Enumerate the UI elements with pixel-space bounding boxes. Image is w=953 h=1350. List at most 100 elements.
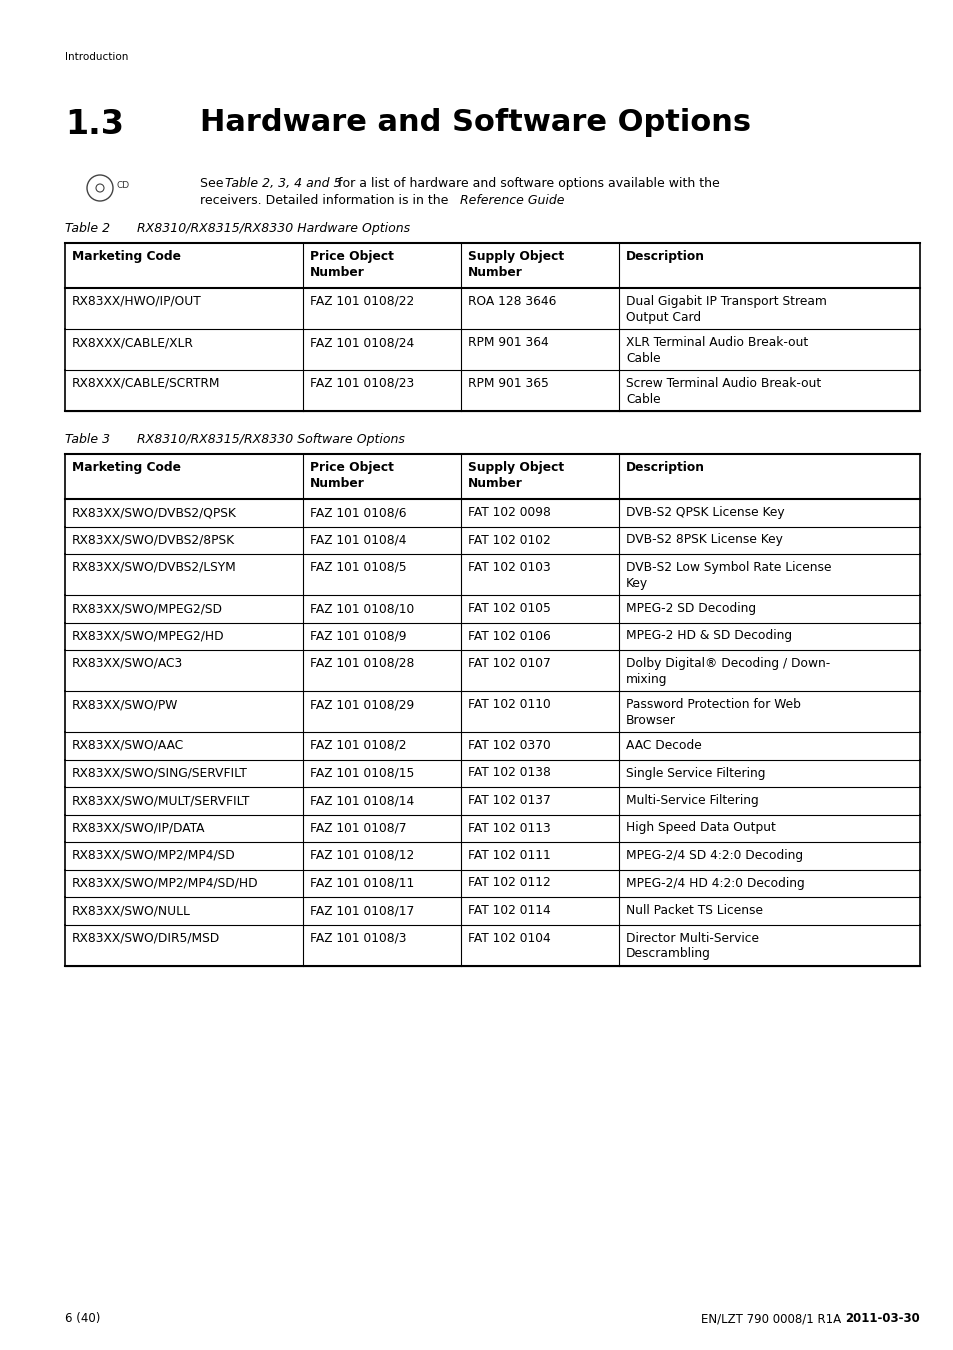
Text: FAZ 101 0108/22: FAZ 101 0108/22 <box>310 296 414 308</box>
Text: FAZ 101 0108/28: FAZ 101 0108/28 <box>310 657 414 670</box>
Text: RX83XX/SWO/DVBS2/LSYM: RX83XX/SWO/DVBS2/LSYM <box>71 562 236 574</box>
Text: FAZ 101 0108/17: FAZ 101 0108/17 <box>310 904 414 917</box>
Text: 6 (40): 6 (40) <box>65 1312 100 1324</box>
Bar <box>65 896 919 925</box>
Text: MPEG-2 SD Decoding: MPEG-2 SD Decoding <box>625 602 756 616</box>
Text: Null Packet TS License: Null Packet TS License <box>625 904 762 917</box>
Text: See: See <box>200 177 227 190</box>
Bar <box>65 760 919 787</box>
Text: Introduction: Introduction <box>65 53 129 62</box>
Bar <box>65 243 919 288</box>
Text: Table 2: Table 2 <box>65 221 110 235</box>
Text: RX83XX/SWO/MP2/MP4/SD: RX83XX/SWO/MP2/MP4/SD <box>71 849 235 863</box>
Text: Table 2, 3, 4 and 5: Table 2, 3, 4 and 5 <box>225 177 341 190</box>
Bar <box>65 554 919 595</box>
Text: RX83XX/SWO/MPEG2/SD: RX83XX/SWO/MPEG2/SD <box>71 602 223 616</box>
Text: RX83XX/SWO/DVBS2/QPSK: RX83XX/SWO/DVBS2/QPSK <box>71 506 236 518</box>
Text: FAZ 101 0108/4: FAZ 101 0108/4 <box>310 533 406 547</box>
Text: Price Object
Number: Price Object Number <box>310 460 394 490</box>
Bar <box>65 526 919 554</box>
Text: FAT 102 0105: FAT 102 0105 <box>467 602 550 616</box>
Text: MPEG-2/4 HD 4:2:0 Decoding: MPEG-2/4 HD 4:2:0 Decoding <box>625 876 804 890</box>
Text: RPM 901 365: RPM 901 365 <box>467 377 548 390</box>
Text: RX83XX/HWO/IP/OUT: RX83XX/HWO/IP/OUT <box>71 296 201 308</box>
Text: FAZ 101 0108/15: FAZ 101 0108/15 <box>310 767 414 779</box>
Text: Marketing Code: Marketing Code <box>71 250 181 263</box>
Text: RX8XXX/CABLE/SCRTRM: RX8XXX/CABLE/SCRTRM <box>71 377 220 390</box>
Text: FAZ 101 0108/29: FAZ 101 0108/29 <box>310 698 414 711</box>
Text: FAT 102 0098: FAT 102 0098 <box>467 506 550 518</box>
Text: for a list of hardware and software options available with the: for a list of hardware and software opti… <box>334 177 719 190</box>
Bar <box>65 454 919 500</box>
Text: ROA 128 3646: ROA 128 3646 <box>467 296 556 308</box>
Text: FAT 102 0107: FAT 102 0107 <box>467 657 550 670</box>
Text: FAZ 101 0108/14: FAZ 101 0108/14 <box>310 794 414 807</box>
Text: RX83XX/SWO/DVBS2/8PSK: RX83XX/SWO/DVBS2/8PSK <box>71 533 234 547</box>
Bar <box>65 925 919 965</box>
Text: Dolby Digital® Decoding / Down-
mixing: Dolby Digital® Decoding / Down- mixing <box>625 657 829 686</box>
Text: DVB-S2 QPSK License Key: DVB-S2 QPSK License Key <box>625 506 783 518</box>
Text: XLR Terminal Audio Break-out
Cable: XLR Terminal Audio Break-out Cable <box>625 336 807 364</box>
Text: FAT 102 0106: FAT 102 0106 <box>467 629 550 643</box>
Text: FAT 102 0110: FAT 102 0110 <box>467 698 550 711</box>
Text: FAZ 101 0108/6: FAZ 101 0108/6 <box>310 506 406 518</box>
Text: Hardware and Software Options: Hardware and Software Options <box>200 108 750 136</box>
Bar <box>65 649 919 691</box>
Text: RX83XX/SWO/SING/SERVFILT: RX83XX/SWO/SING/SERVFILT <box>71 767 248 779</box>
Bar <box>65 814 919 842</box>
Text: Marketing Code: Marketing Code <box>71 460 181 474</box>
Text: FAZ 101 0108/2: FAZ 101 0108/2 <box>310 738 406 752</box>
Bar <box>65 732 919 760</box>
Text: FAT 102 0102: FAT 102 0102 <box>467 533 550 547</box>
Text: RX8310/RX8315/RX8330 Software Options: RX8310/RX8315/RX8330 Software Options <box>137 433 404 446</box>
Text: RX8310/RX8315/RX8330 Hardware Options: RX8310/RX8315/RX8330 Hardware Options <box>137 221 410 235</box>
Text: FAT 102 0104: FAT 102 0104 <box>467 931 550 945</box>
Text: RX8XXX/CABLE/XLR: RX8XXX/CABLE/XLR <box>71 336 193 350</box>
Bar <box>65 622 919 649</box>
Bar <box>65 595 919 622</box>
Text: FAZ 101 0108/3: FAZ 101 0108/3 <box>310 931 406 945</box>
Text: MPEG-2/4 SD 4:2:0 Decoding: MPEG-2/4 SD 4:2:0 Decoding <box>625 849 802 863</box>
Text: 1.3: 1.3 <box>65 108 124 140</box>
Text: FAZ 101 0108/10: FAZ 101 0108/10 <box>310 602 414 616</box>
Text: RX83XX/SWO/NULL: RX83XX/SWO/NULL <box>71 904 191 917</box>
Text: Description: Description <box>625 460 704 474</box>
Text: RX83XX/SWO/IP/DATA: RX83XX/SWO/IP/DATA <box>71 822 205 834</box>
Bar <box>65 370 919 410</box>
Text: FAZ 101 0108/5: FAZ 101 0108/5 <box>310 562 406 574</box>
Text: Screw Terminal Audio Break-out
Cable: Screw Terminal Audio Break-out Cable <box>625 377 821 406</box>
Text: FAT 102 0113: FAT 102 0113 <box>467 822 550 834</box>
Text: DVB-S2 Low Symbol Rate License
Key: DVB-S2 Low Symbol Rate License Key <box>625 562 831 590</box>
Text: RX83XX/SWO/DIR5/MSD: RX83XX/SWO/DIR5/MSD <box>71 931 220 945</box>
Bar <box>65 787 919 814</box>
Bar <box>65 329 919 370</box>
Text: RX83XX/SWO/MULT/SERVFILT: RX83XX/SWO/MULT/SERVFILT <box>71 794 250 807</box>
Text: FAZ 101 0108/23: FAZ 101 0108/23 <box>310 377 414 390</box>
Text: receivers. Detailed information is in the: receivers. Detailed information is in th… <box>200 194 452 207</box>
Text: FAZ 101 0108/11: FAZ 101 0108/11 <box>310 876 414 890</box>
Bar <box>65 500 919 526</box>
Text: RX83XX/SWO/AAC: RX83XX/SWO/AAC <box>71 738 184 752</box>
Text: Reference Guide: Reference Guide <box>459 194 564 207</box>
Text: FAT 102 0111: FAT 102 0111 <box>467 849 550 863</box>
Bar <box>65 842 919 869</box>
Text: FAZ 101 0108/7: FAZ 101 0108/7 <box>310 822 406 834</box>
Text: Password Protection for Web
Browser: Password Protection for Web Browser <box>625 698 801 728</box>
Text: MPEG-2 HD & SD Decoding: MPEG-2 HD & SD Decoding <box>625 629 791 643</box>
Text: Table 3: Table 3 <box>65 433 110 446</box>
Text: FAT 102 0138: FAT 102 0138 <box>467 767 550 779</box>
Text: FAZ 101 0108/12: FAZ 101 0108/12 <box>310 849 414 863</box>
Text: Director Multi-Service
Descrambling: Director Multi-Service Descrambling <box>625 931 759 960</box>
Bar <box>65 288 919 329</box>
Text: Price Object
Number: Price Object Number <box>310 250 394 279</box>
Text: Dual Gigabit IP Transport Stream
Output Card: Dual Gigabit IP Transport Stream Output … <box>625 296 826 324</box>
Text: AAC Decode: AAC Decode <box>625 738 701 752</box>
Text: DVB-S2 8PSK License Key: DVB-S2 8PSK License Key <box>625 533 782 547</box>
Text: Multi-Service Filtering: Multi-Service Filtering <box>625 794 758 807</box>
Text: High Speed Data Output: High Speed Data Output <box>625 822 775 834</box>
Text: FAZ 101 0108/24: FAZ 101 0108/24 <box>310 336 414 350</box>
Text: CD: CD <box>117 181 130 190</box>
Text: Supply Object
Number: Supply Object Number <box>467 460 563 490</box>
Text: FAT 102 0103: FAT 102 0103 <box>467 562 550 574</box>
Text: EN/LZT 790 0008/1 R1A: EN/LZT 790 0008/1 R1A <box>700 1312 844 1324</box>
